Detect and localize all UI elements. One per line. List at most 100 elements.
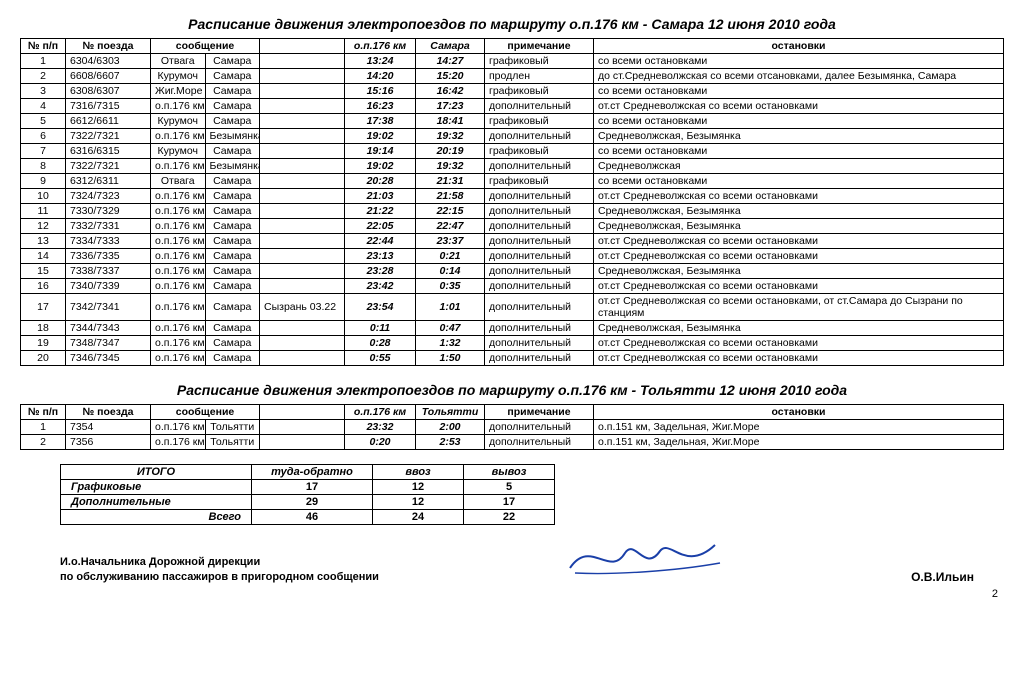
cell-note bbox=[260, 159, 345, 174]
col-route: сообщение bbox=[151, 39, 260, 54]
cell-num: 7 bbox=[21, 144, 66, 159]
cell-stops: от.ст Средневолжская со всеми остановкам… bbox=[594, 279, 1004, 294]
cell-time2: 2:53 bbox=[416, 435, 485, 450]
cell-route-to: Самара bbox=[205, 114, 260, 129]
cell-remark: дополнительный bbox=[485, 351, 594, 366]
cell-time2: 0:14 bbox=[416, 264, 485, 279]
cell-train: 7354 bbox=[66, 420, 151, 435]
cell-stops: со всеми остановками bbox=[594, 114, 1004, 129]
cell-num: 20 bbox=[21, 351, 66, 366]
cell-note bbox=[260, 279, 345, 294]
cell-route-from: Курумоч bbox=[151, 114, 206, 129]
cell-remark: дополнительный bbox=[485, 99, 594, 114]
cell-remark: дополнительный bbox=[485, 129, 594, 144]
table-row: 167340/7339о.п.176 кмСамара23:420:35допо… bbox=[21, 279, 1004, 294]
sum-in: 24 bbox=[373, 510, 464, 525]
cell-time1: 22:05 bbox=[345, 219, 416, 234]
sum-rt: 46 bbox=[252, 510, 373, 525]
title-tolyatti: Расписание движения электропоездов по ма… bbox=[20, 382, 1004, 398]
cell-time2: 16:42 bbox=[416, 84, 485, 99]
cell-remark: дополнительный bbox=[485, 321, 594, 336]
cell-note bbox=[260, 129, 345, 144]
table-row: 56612/6611КурумочСамара17:3818:41графико… bbox=[21, 114, 1004, 129]
cell-route-to: Самара bbox=[205, 264, 260, 279]
cell-note bbox=[260, 69, 345, 84]
cell-num: 6 bbox=[21, 129, 66, 144]
cell-train: 6612/6611 bbox=[66, 114, 151, 129]
cell-time1: 19:02 bbox=[345, 159, 416, 174]
col-t1: о.п.176 км bbox=[345, 405, 416, 420]
cell-time2: 1:01 bbox=[416, 294, 485, 321]
cell-time1: 19:02 bbox=[345, 129, 416, 144]
cell-train: 7324/7323 bbox=[66, 189, 151, 204]
cell-route-from: Отвага bbox=[151, 54, 206, 69]
table-row: 47316/7315о.п.176 кмСамара16:2317:23допо… bbox=[21, 99, 1004, 114]
cell-train: 7348/7347 bbox=[66, 336, 151, 351]
cell-route-from: о.п.176 км bbox=[151, 420, 206, 435]
cell-num: 10 bbox=[21, 189, 66, 204]
sig-name: О.В.Ильин bbox=[911, 570, 974, 584]
cell-num: 1 bbox=[21, 54, 66, 69]
col-stops: остановки bbox=[594, 39, 1004, 54]
cell-remark: дополнительный bbox=[485, 420, 594, 435]
cell-num: 4 bbox=[21, 99, 66, 114]
cell-time2: 17:23 bbox=[416, 99, 485, 114]
cell-train: 7322/7321 bbox=[66, 129, 151, 144]
cell-remark: дополнительный bbox=[485, 279, 594, 294]
cell-time2: 1:32 bbox=[416, 336, 485, 351]
cell-time2: 21:31 bbox=[416, 174, 485, 189]
cell-route-from: о.п.176 км bbox=[151, 219, 206, 234]
col-train: № поезда bbox=[66, 39, 151, 54]
cell-route-to: Самара bbox=[205, 204, 260, 219]
cell-time2: 23:37 bbox=[416, 234, 485, 249]
cell-train: 7322/7321 bbox=[66, 159, 151, 174]
cell-num: 12 bbox=[21, 219, 66, 234]
cell-stops: от.ст Средневолжская со всеми остановкам… bbox=[594, 234, 1004, 249]
cell-time1: 0:11 bbox=[345, 321, 416, 336]
col-train: № поезда bbox=[66, 405, 151, 420]
cell-route-to: Самара bbox=[205, 234, 260, 249]
cell-route-from: о.п.176 км bbox=[151, 336, 206, 351]
cell-note bbox=[260, 114, 345, 129]
table-row: 127332/7331о.п.176 кмСамара22:0522:47доп… bbox=[21, 219, 1004, 234]
cell-num: 14 bbox=[21, 249, 66, 264]
cell-time1: 23:13 bbox=[345, 249, 416, 264]
cell-stops: до ст.Средневолжская со всеми отсановкам… bbox=[594, 69, 1004, 84]
cell-route-from: о.п.176 км bbox=[151, 351, 206, 366]
cell-route-from: Отвага bbox=[151, 174, 206, 189]
cell-num: 3 bbox=[21, 84, 66, 99]
cell-remark: графиковый bbox=[485, 54, 594, 69]
cell-time1: 23:54 bbox=[345, 294, 416, 321]
table-row: 87322/7321о.п.176 кмБезымянка19:0219:32д… bbox=[21, 159, 1004, 174]
summary-row: Всего462422 bbox=[61, 510, 555, 525]
sig-title-2: по обслуживанию пассажиров в пригородном… bbox=[60, 570, 379, 584]
summary-table: ИТОГО туда-обратно ввоз вывоз Графиковые… bbox=[60, 464, 555, 525]
cell-remark: дополнительный bbox=[485, 234, 594, 249]
cell-note bbox=[260, 99, 345, 114]
cell-train: 6608/6607 bbox=[66, 69, 151, 84]
cell-time2: 14:27 bbox=[416, 54, 485, 69]
sum-out: 17 bbox=[464, 495, 555, 510]
cell-stops: от.ст Средневолжская со всеми остановкам… bbox=[594, 99, 1004, 114]
summary-row: Графиковые17125 bbox=[61, 480, 555, 495]
cell-time1: 16:23 bbox=[345, 99, 416, 114]
sum-in: 12 bbox=[373, 480, 464, 495]
cell-train: 7336/7335 bbox=[66, 249, 151, 264]
cell-stops: от.ст Средневолжская со всеми остановкам… bbox=[594, 336, 1004, 351]
cell-time2: 22:47 bbox=[416, 219, 485, 234]
cell-route-from: о.п.176 км bbox=[151, 294, 206, 321]
cell-time2: 15:20 bbox=[416, 69, 485, 84]
col-num: № п/п bbox=[21, 39, 66, 54]
cell-route-from: о.п.176 км bbox=[151, 249, 206, 264]
cell-route-from: о.п.176 км bbox=[151, 99, 206, 114]
cell-train: 7356 bbox=[66, 435, 151, 450]
cell-remark: дополнительный bbox=[485, 264, 594, 279]
sum-h-out: вывоз bbox=[464, 465, 555, 480]
cell-note bbox=[260, 84, 345, 99]
cell-remark: графиковый bbox=[485, 114, 594, 129]
cell-num: 5 bbox=[21, 114, 66, 129]
table-row: 36308/6307Жиг.МореСамара15:1616:42график… bbox=[21, 84, 1004, 99]
cell-train: 7332/7331 bbox=[66, 219, 151, 234]
col-num: № п/п bbox=[21, 405, 66, 420]
col-remark: примечание bbox=[485, 39, 594, 54]
